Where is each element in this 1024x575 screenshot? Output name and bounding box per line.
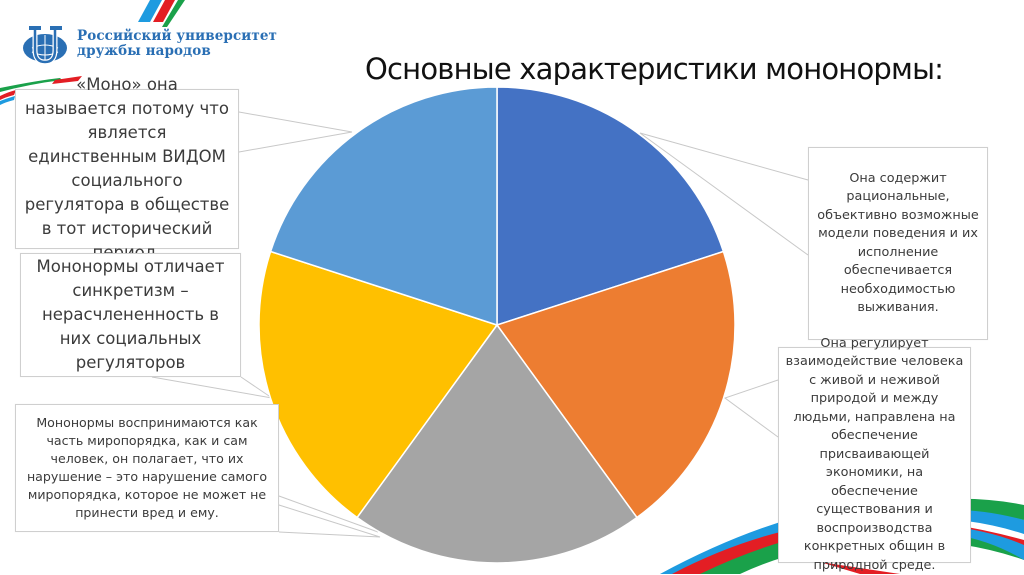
university-logo[interactable]: Российский университет дружбы народов bbox=[22, 22, 277, 66]
logo-line-1: Российский университет bbox=[77, 28, 278, 44]
slide-title: Основные характеристики мононормы: bbox=[365, 52, 944, 86]
callout-world-order: Мононормы воспринимаются как часть мироп… bbox=[15, 404, 279, 532]
rudn-globe-logo-icon bbox=[23, 26, 67, 65]
stripe-red-top bbox=[153, 0, 175, 22]
swoosh-blue-edge bbox=[0, 96, 15, 105]
callout-syncretism: Мононормы отличает синкретизм – нерасчле… bbox=[20, 253, 241, 377]
university-name: Российский университет дружбы народов bbox=[77, 29, 277, 59]
callout-mono-single-type: «Моно» она называется потому что являетс… bbox=[15, 75, 239, 262]
callout-rational-models: Она содержит рациональные, объективно во… bbox=[808, 147, 988, 340]
swoosh-red-edge bbox=[0, 90, 16, 100]
pie-slice-yellow[interactable] bbox=[258, 250, 499, 519]
callout-text: Она содержит рациональные, объективно во… bbox=[817, 170, 979, 316]
stripe-green-top bbox=[162, 0, 185, 27]
callout-text: Мононормы отличает синкретизм – нерасчле… bbox=[36, 257, 225, 372]
logo-line-2: дружбы народов bbox=[77, 43, 211, 59]
swoosh-green-left bbox=[0, 78, 62, 92]
swoosh-red-left bbox=[52, 76, 82, 84]
callout-text: Мононормы воспринимаются как часть мироп… bbox=[26, 415, 268, 520]
pie-slice-orange[interactable] bbox=[495, 250, 736, 519]
swoosh-red-tail bbox=[820, 562, 900, 574]
callout-text: «Моно» она называется потому что являетс… bbox=[24, 75, 230, 262]
callout-regulates-interaction: Она регулирует взаимодействие человека с… bbox=[778, 336, 971, 573]
pie-slice-gray[interactable] bbox=[356, 323, 638, 564]
stripe-blue-top bbox=[138, 0, 162, 22]
pie-slice-dark-blue[interactable] bbox=[496, 86, 725, 327]
callout-text: Она регулирует взаимодействие человека с… bbox=[785, 335, 964, 573]
pie-slice-light-blue[interactable] bbox=[269, 86, 498, 327]
